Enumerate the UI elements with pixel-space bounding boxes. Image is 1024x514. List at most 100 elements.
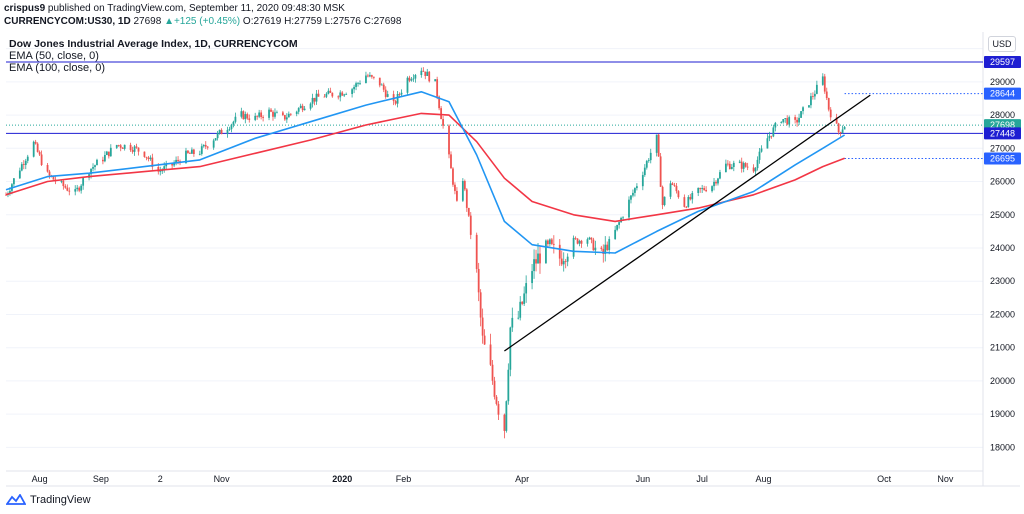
candle-body	[454, 184, 456, 191]
candle-body	[92, 166, 94, 169]
candle-body	[452, 168, 454, 185]
candle-body	[483, 335, 486, 345]
candle-body	[40, 154, 43, 165]
y-tick-label: 19000	[990, 409, 1015, 419]
price-label-dotted-bg	[984, 87, 1021, 100]
candle-body	[673, 184, 676, 186]
candle-body	[147, 157, 150, 160]
candle-body	[226, 129, 229, 135]
candle-body	[258, 112, 261, 117]
candle-body	[841, 129, 844, 133]
candle-body	[497, 403, 500, 415]
candle-body	[396, 94, 399, 104]
candle-body	[133, 146, 136, 152]
candle-body	[48, 171, 51, 176]
trendline	[504, 94, 871, 352]
high-label: H:	[284, 16, 295, 27]
candle-body	[810, 96, 812, 106]
candle-body	[103, 154, 106, 162]
candle-body	[78, 187, 81, 191]
candle-body	[677, 191, 680, 198]
candle-body	[594, 247, 597, 251]
candle-body	[608, 239, 611, 251]
candle-body	[143, 151, 146, 157]
candle-body	[230, 124, 233, 130]
legend-ema50[interactable]: EMA (50, close, 0)	[9, 50, 99, 62]
candle-body	[442, 119, 444, 126]
candle-body	[738, 161, 741, 163]
candle-body	[297, 108, 300, 112]
x-tick-label: Aug	[32, 474, 48, 484]
candle-body	[475, 234, 478, 269]
candle-body	[774, 122, 777, 128]
candle-body	[24, 160, 27, 166]
candle-body	[448, 125, 450, 155]
y-tick-label: 18000	[990, 442, 1015, 452]
tradingview-logo-icon	[6, 494, 26, 505]
candle-body	[560, 258, 563, 265]
candle-body	[746, 166, 749, 168]
candle-body	[34, 141, 37, 144]
candle-body	[163, 166, 166, 171]
candle-body	[68, 190, 71, 192]
legend-ema100[interactable]: EMA (100, close, 0)	[9, 62, 105, 74]
candle-body	[343, 94, 346, 96]
candle-body	[357, 83, 359, 84]
candle-body	[394, 101, 397, 104]
candle-body	[412, 78, 415, 80]
candle-body	[428, 71, 431, 82]
candle-body	[533, 259, 535, 272]
candle-body	[495, 396, 498, 404]
candle-body	[426, 71, 429, 76]
candle-body	[511, 317, 514, 328]
x-tick-label: Jul	[696, 474, 708, 484]
candle-body	[165, 163, 168, 167]
candle-body	[661, 186, 664, 206]
legend-title[interactable]: Dow Jones Industrial Average Index, 1D, …	[9, 38, 298, 50]
x-tick-label: Apr	[515, 474, 529, 484]
candle-body	[216, 132, 219, 139]
price-label-dotted: 28644	[990, 89, 1015, 99]
candle-body	[772, 127, 775, 137]
candle-body	[788, 117, 791, 125]
candle-body	[272, 111, 274, 117]
candle-body	[204, 144, 207, 147]
x-tick-label: Oct	[877, 474, 892, 484]
y-tick-label: 25000	[990, 210, 1015, 220]
low-value: 27576	[333, 16, 361, 27]
candle-body	[523, 293, 526, 304]
candle-body	[519, 301, 522, 318]
candle-body	[185, 150, 187, 164]
candle-body	[815, 84, 818, 94]
candle-body	[742, 163, 745, 169]
candle-body	[440, 108, 443, 120]
x-tick-label: 2	[158, 474, 163, 484]
candle-body	[102, 159, 104, 162]
candle-body	[600, 247, 603, 249]
ohlc-header: CURRENCYCOM:US30, 1D 27698 ▲+125 (+0.45%…	[4, 16, 401, 27]
candle-body	[798, 117, 800, 123]
candle-body	[295, 111, 298, 114]
candle-body	[424, 71, 427, 76]
candle-body	[683, 197, 686, 207]
candle-body	[189, 152, 191, 154]
candle-body	[240, 111, 243, 117]
candle-body	[827, 98, 830, 110]
candle-body	[410, 79, 413, 81]
candle-body	[837, 123, 840, 132]
candle-body	[94, 165, 96, 167]
candle-body	[566, 256, 569, 262]
candle-body	[754, 168, 757, 172]
candle-body	[564, 261, 567, 262]
currency-button[interactable]: USD	[988, 36, 1016, 52]
candle-body	[463, 181, 466, 190]
candle-body	[380, 84, 383, 86]
change-value: +125 (+0.45%)	[173, 16, 241, 27]
candle-body	[632, 192, 634, 196]
candle-body	[578, 240, 581, 244]
publisher-name[interactable]: crispus9	[4, 3, 46, 14]
candle-body	[659, 156, 662, 187]
candle-body	[198, 153, 201, 155]
candle-body	[614, 229, 617, 240]
